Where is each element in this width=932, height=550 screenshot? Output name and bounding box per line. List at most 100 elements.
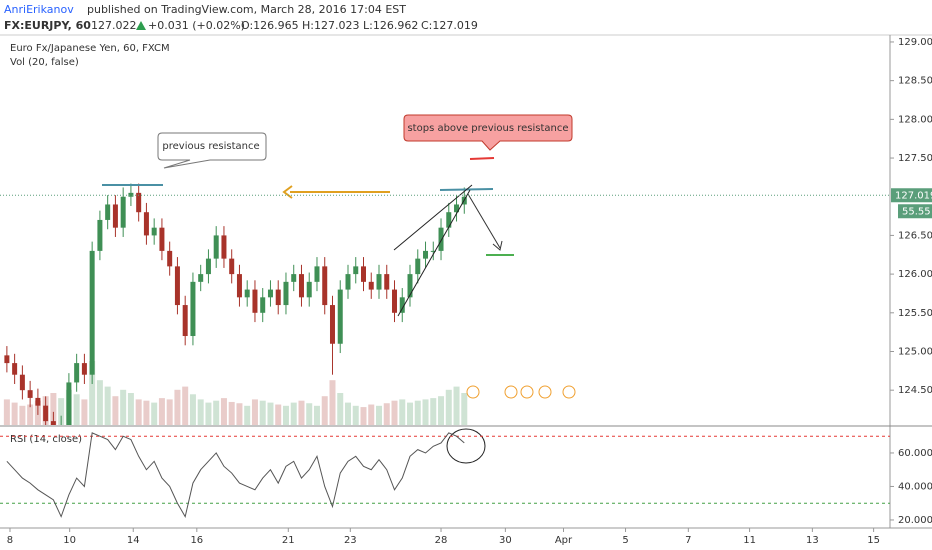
author[interactable]: AnriErikanov: [4, 3, 74, 16]
candle-body: [81, 363, 87, 375]
candle-body: [306, 281, 312, 298]
y-tick-label: 127.500: [898, 153, 932, 164]
x-tick-label: 16: [190, 535, 203, 546]
y-tick-label: 125.000: [898, 346, 932, 357]
x-tick-label: 30: [499, 535, 512, 546]
candle-body: [229, 258, 235, 275]
y-tick-label: 20.0000: [898, 515, 932, 526]
rsi-title: RSI (14, close): [10, 434, 82, 445]
close: C:127.019: [421, 19, 478, 32]
candle-body: [143, 212, 149, 236]
volume-bar: [352, 405, 359, 425]
volume-bar: [391, 400, 398, 425]
series-title: Euro Fx/Japanese Yen, 60, FXCM: [10, 43, 170, 54]
volume-bar: [298, 400, 305, 425]
candle-body: [66, 382, 72, 425]
high: H:127.023: [302, 19, 359, 32]
candle-body: [267, 289, 273, 298]
x-tick-label: 7: [685, 535, 691, 546]
volume-bar: [112, 396, 119, 425]
rsi-line: [6, 432, 465, 518]
candle-body: [136, 192, 142, 213]
symbol: FX:EURJPY, 60: [4, 19, 91, 32]
candle-body: [244, 289, 250, 298]
volume-bar: [213, 400, 220, 425]
y-tick-label: 129.000: [898, 37, 932, 48]
candle-body: [298, 274, 304, 298]
candle-body: [392, 289, 398, 313]
candle-body: [19, 374, 25, 391]
volume-bar: [430, 398, 437, 425]
volume-bar: [306, 403, 313, 425]
volume-bar: [329, 380, 336, 425]
volume-bar: [11, 402, 18, 425]
volume-bar: [259, 400, 266, 425]
candle-body: [198, 274, 204, 282]
candle-body: [291, 274, 297, 282]
stop-line: [469, 157, 495, 160]
y-tick-label: 40.0000: [898, 481, 932, 492]
volume-bar: [453, 386, 460, 425]
volume-bar: [461, 393, 468, 425]
volume-bar: [189, 394, 196, 425]
y-tick-label: 128.000: [898, 114, 932, 125]
volume-bar: [422, 399, 429, 425]
volume-bar: [174, 389, 181, 425]
candle-body: [423, 250, 429, 259]
volume-bar: [267, 402, 274, 425]
y-tick-label: 125.500: [898, 308, 932, 319]
volume-bar: [407, 402, 414, 425]
volume-bar: [321, 396, 328, 425]
event-icons: [466, 385, 576, 399]
wedge-line: [397, 189, 471, 317]
y-tick-label: 128.500: [898, 76, 932, 87]
candle-body: [50, 421, 56, 425]
circle-marker: [446, 428, 486, 464]
arrow-head: [282, 185, 293, 199]
candle-body: [368, 281, 374, 290]
y-tick-label: 124.500: [898, 385, 932, 396]
candle-body: [97, 219, 103, 251]
candle-body: [438, 227, 444, 251]
open: O:126.965: [241, 19, 299, 32]
volume-bar: [127, 393, 134, 425]
volume-bar: [383, 403, 390, 425]
candle-body: [360, 266, 366, 282]
x-tick-label: 14: [127, 535, 140, 546]
candle-body: [407, 274, 413, 298]
candle-body: [35, 397, 41, 406]
volume-bar: [166, 399, 173, 425]
event-icon: [504, 385, 518, 399]
volume-bar: [135, 399, 142, 425]
candle-body: [337, 289, 343, 344]
candle-body: [89, 250, 95, 375]
volume-bar: [81, 399, 88, 425]
event-icon: [562, 385, 576, 399]
candle-body: [4, 355, 10, 364]
drawings: [102, 114, 573, 464]
volume-bar: [445, 389, 452, 425]
candle-body: [236, 274, 242, 298]
published: published on TradingView.com, March 28, …: [87, 3, 406, 16]
volume-bar: [251, 399, 258, 425]
candle-body: [128, 192, 134, 197]
volume-bar: [220, 398, 227, 425]
wedge-line: [393, 184, 473, 251]
candle-body: [174, 266, 180, 306]
volume-bar: [236, 403, 243, 425]
y-tick-label: 126.000: [898, 269, 932, 280]
x-tick-label: 5: [622, 535, 628, 546]
volume-bar: [376, 405, 383, 425]
candle-body: [190, 281, 196, 337]
volume-bar: [120, 389, 127, 425]
annotation: stops above previous resistance: [407, 123, 568, 134]
projection-head: [492, 240, 503, 251]
candle-body: [221, 235, 227, 259]
x-tick-label: 11: [743, 535, 756, 546]
volume-bar: [399, 399, 406, 425]
y-tick-label: 126.500: [898, 230, 932, 241]
volume-bar: [414, 400, 421, 425]
candle-body: [112, 204, 118, 228]
candle-body: [384, 274, 390, 290]
